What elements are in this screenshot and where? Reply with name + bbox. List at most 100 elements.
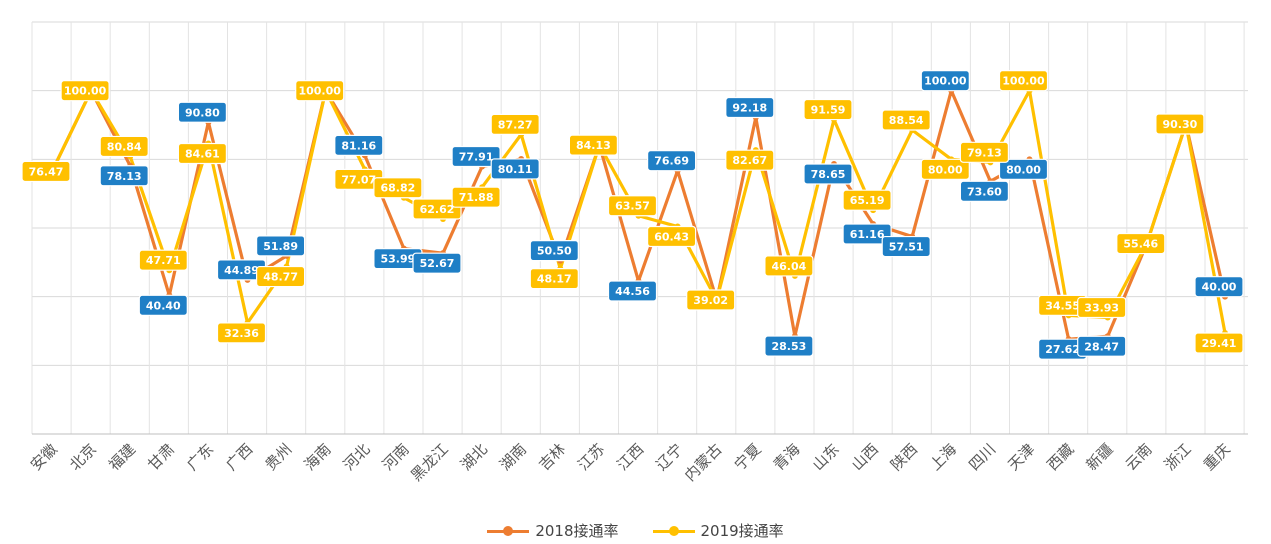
x-tick-label: 江西 — [613, 440, 647, 474]
data-label-series-1: 27.62 — [1037, 338, 1088, 360]
data-label-series-2: 29.41 — [1194, 332, 1244, 354]
data-label-series-1-text: 50.50 — [537, 245, 572, 258]
data-label-series-2: 65.19 — [842, 189, 892, 211]
data-label-series-1-box — [764, 335, 814, 357]
data-label-series-1-box — [959, 180, 1010, 202]
data-label-series-1: 40.00 — [1194, 276, 1244, 298]
x-tick-label: 广东 — [183, 440, 217, 474]
x-tick-label: 内蒙古 — [681, 440, 726, 485]
data-label-series-2-text: 80.00 — [928, 163, 963, 176]
x-tick-label: 安徽 — [27, 440, 61, 474]
data-label-series-2: 84.61 — [177, 142, 227, 165]
data-label-series-2-text: 29.41 — [1202, 337, 1237, 350]
data-label-series-2-text: 91.59 — [811, 104, 846, 117]
x-tick-label: 广西 — [222, 440, 256, 474]
data-label-series-2-box — [881, 109, 931, 131]
x-tick-label: 黑龙江 — [407, 440, 452, 485]
data-label-series-2-box — [373, 177, 423, 199]
data-label-series-2-box — [60, 80, 110, 102]
data-label-series-2-box — [920, 158, 970, 180]
legend-item-series-2[interactable]: 2019接通率 — [652, 520, 784, 541]
data-label-series-2: 79.13 — [959, 141, 1010, 163]
data-label-series-2-text: 100.00 — [298, 85, 341, 98]
x-tick-label: 西藏 — [1043, 440, 1077, 474]
data-label-series-1: 44.56 — [607, 280, 658, 302]
legend-item-series-1[interactable]: 2018接通率 — [487, 520, 619, 541]
data-label-series-1-box — [881, 235, 931, 258]
data-label-series-2: 48.77 — [256, 265, 306, 288]
data-label-series-1-box — [412, 252, 462, 274]
data-label-series-1: 28.53 — [764, 335, 814, 357]
data-label-series-2-box — [607, 195, 658, 217]
data-label-series-2: 84.13 — [568, 134, 619, 156]
data-label-series-1-text: 40.40 — [146, 299, 181, 312]
data-label-series-2-text: 71.88 — [459, 191, 494, 204]
data-label-series-1: 50.50 — [529, 240, 579, 262]
data-label-series-2: 100.00 — [60, 80, 110, 102]
data-label-series-1: 51.89 — [256, 235, 306, 257]
x-tick-label: 吉林 — [535, 440, 569, 474]
data-label-series-1: 76.69 — [646, 150, 697, 172]
data-label-series-1-text: 61.16 — [850, 228, 885, 241]
data-label-series-2: 87.27 — [490, 113, 540, 135]
data-label-series-2: 76.47 — [21, 160, 71, 183]
chart-grid — [31, 21, 1248, 435]
data-label-series-1-text: 52.67 — [420, 257, 455, 270]
data-label-series-1: 28.47 — [1077, 335, 1127, 357]
data-label-series-2-text: 62.62 — [420, 203, 455, 216]
x-tick-label: 海南 — [301, 440, 335, 474]
x-tick-label: 重庆 — [1200, 440, 1234, 474]
x-tick-label: 福建 — [105, 440, 139, 474]
data-label-series-2-text: 100.00 — [64, 85, 107, 98]
x-tick-label: 上海 — [926, 440, 960, 474]
data-label-series-2: 63.57 — [607, 195, 658, 217]
data-label-series-1-text: 80.00 — [1006, 163, 1041, 176]
data-label-series-2-box — [725, 149, 775, 171]
data-label-series-2-box — [177, 142, 227, 165]
data-label-series-1-box — [725, 96, 775, 119]
data-label-series-2-text: 79.13 — [967, 146, 1002, 159]
data-label-series-1-text: 77.91 — [459, 151, 494, 164]
data-label-series-1-text: 73.60 — [967, 185, 1002, 198]
data-label-series-2-box — [1194, 332, 1244, 354]
x-tick-label: 宁夏 — [731, 440, 765, 474]
data-label-series-1-box — [607, 280, 658, 302]
legend-swatch-series-1 — [487, 524, 530, 538]
data-label-series-1-text: 100.00 — [924, 75, 967, 88]
data-label-series-2: 88.54 — [881, 109, 931, 131]
data-label-series-1-box — [842, 223, 892, 245]
x-tick-label: 河北 — [340, 440, 374, 474]
data-label-series-2: 46.04 — [764, 255, 814, 277]
data-label-series-2-box — [764, 255, 814, 277]
data-label-series-2-box — [568, 134, 619, 156]
data-label-series-1: 61.16 — [842, 223, 892, 245]
data-label-series-2-box — [21, 160, 71, 183]
data-label-series-1: 100.00 — [920, 70, 970, 92]
data-label-series-2: 62.62 — [412, 198, 462, 220]
data-label-series-1-text: 57.51 — [889, 241, 924, 254]
data-label-series-2-box — [99, 135, 149, 158]
data-label-series-2-box — [451, 186, 501, 208]
x-tick-label: 天津 — [1004, 440, 1038, 474]
data-label-series-2: 80.84 — [99, 135, 149, 158]
data-label-series-1-box — [1077, 335, 1127, 357]
data-label-series-1: 80.00 — [998, 158, 1049, 180]
data-label-series-1: 73.60 — [959, 180, 1010, 202]
x-tick-label: 云南 — [1122, 440, 1156, 474]
data-label-series-1: 77.91 — [451, 145, 501, 168]
data-label-series-2: 80.00 — [920, 158, 970, 180]
data-label-series-2-text: 48.77 — [263, 271, 298, 284]
data-label-series-2-text: 39.02 — [693, 294, 728, 307]
data-label-series-1: 53.99 — [373, 248, 423, 270]
data-label-series-1-text: 78.65 — [811, 168, 846, 181]
data-label-series-1-text: 28.53 — [772, 340, 807, 353]
data-label-series-2-text: 34.55 — [1045, 299, 1080, 312]
data-label-series-1-box — [177, 101, 227, 123]
data-label-series-1-box — [529, 240, 579, 262]
legend-label-series-2: 2019接通率 — [700, 522, 784, 540]
x-tick-label: 贵州 — [261, 440, 295, 474]
x-tick-label: 甘肃 — [144, 440, 178, 474]
data-label-series-1-text: 28.47 — [1084, 340, 1119, 353]
